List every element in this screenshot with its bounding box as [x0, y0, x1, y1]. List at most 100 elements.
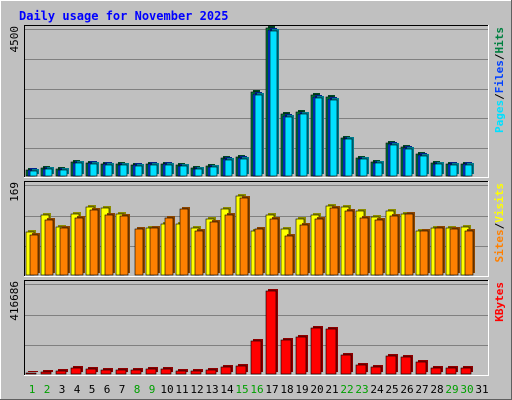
bar-kbytes-day-14 [220, 366, 232, 375]
bar-pages-day-14 [224, 159, 233, 177]
bar-sites-day-15 [239, 197, 249, 276]
bar-pages-day-15 [239, 158, 248, 177]
bar-sites-day-28 [434, 227, 444, 276]
day-axis: 1 2 3 4 5 6 7 8 9 10 11 12 13 14 15 16 17 18 19 20 21 22 23 24 2… [29, 383, 489, 396]
bar-pages-day-30 [464, 164, 473, 177]
bar-kbytes-day-1-shadow [28, 371, 38, 372]
bar-kbytes-day-6 [100, 369, 112, 375]
bar-kbytes-day-3 [55, 370, 67, 375]
bar-sites-day-21 [329, 207, 339, 276]
legend-part: Pages [493, 100, 506, 133]
bar-sites-day-22 [344, 210, 354, 276]
bar-sites-day-18 [284, 235, 294, 276]
day-label-14: 14 [220, 383, 234, 396]
bar-pages-day-13 [209, 166, 218, 177]
bar-pages-day-26 [404, 148, 413, 177]
day-label-3: 3 [59, 383, 66, 396]
bar-pages-day-16 [254, 94, 263, 177]
day-label-30: 30 [460, 383, 473, 396]
day-label-29: 29 [445, 383, 458, 396]
bar-kbytes-day-7 [115, 369, 127, 375]
bar-kbytes-day-2-shadow [43, 370, 53, 372]
bar-kbytes-day-4 [70, 367, 82, 375]
bar-sites-day-10 [164, 217, 174, 276]
bar-pages-day-7 [119, 164, 128, 177]
day-label-7: 7 [119, 383, 126, 396]
bar-sites-day-1 [29, 234, 39, 276]
bar-pages-day-25 [389, 144, 398, 177]
day-label-27: 27 [415, 383, 428, 396]
bar-kbytes-day-19 [295, 336, 307, 375]
bar-pages-day-21 [329, 99, 338, 177]
bar-kbytes-day-18 [280, 339, 292, 375]
day-label-10: 10 [160, 383, 173, 396]
bar-kbytes-day-12 [190, 370, 202, 375]
bar-kbytes-day-26 [400, 356, 412, 375]
bar-sites-day-19 [299, 224, 309, 276]
day-label-15: 15 [235, 383, 248, 396]
day-label-2: 2 [44, 383, 51, 396]
legend-part: / [493, 93, 506, 100]
day-label-18: 18 [280, 383, 293, 396]
day-label-23: 23 [355, 383, 368, 396]
bar-kbytes-day-3-shadow [58, 369, 68, 372]
bar-kbytes-day-15 [235, 365, 247, 375]
legend-part: Sites [493, 229, 506, 262]
legend-part: Visits [493, 183, 506, 223]
bar-sites-day-3 [59, 227, 69, 276]
bar-pages-day-12 [194, 168, 203, 177]
panel-legend: Sites/Visits [493, 183, 506, 263]
bar-sites-day-11 [179, 208, 189, 276]
bar-pages-day-18 [284, 116, 293, 177]
bar-pages-day-11 [179, 165, 188, 177]
bar-sites-day-30 [464, 230, 474, 276]
panel-visits-sites: 169 Sites/Visits [8, 181, 506, 277]
bar-sites-day-7 [119, 215, 129, 276]
bar-pages-day-4 [74, 162, 83, 177]
bar-sites-day-6 [104, 214, 114, 276]
bar-kbytes-day-1 [25, 372, 37, 375]
bar-sites-day-5 [89, 209, 99, 276]
bar-pages-day-6 [104, 164, 113, 177]
bar-pages-day-5 [89, 163, 98, 177]
day-label-24: 24 [370, 383, 384, 396]
bar-sites-day-14 [224, 214, 234, 276]
bar-kbytes-day-25 [385, 355, 397, 375]
day-label-16: 16 [250, 383, 263, 396]
legend-part: Hits [493, 27, 506, 54]
panel-legend: Pages/Files/Hits [493, 27, 506, 133]
bar-kbytes-day-24 [370, 366, 382, 375]
day-label-11: 11 [175, 383, 188, 396]
panel-kbytes: 416686 KBytes [8, 280, 506, 376]
bar-sites-day-17 [269, 218, 279, 276]
bar-pages-day-8 [134, 165, 143, 177]
bar-pages-day-17 [269, 30, 278, 177]
legend-part: / [493, 222, 506, 229]
bar-pages-day-19 [299, 113, 308, 177]
day-label-22: 22 [340, 383, 353, 396]
legend-part: / [493, 53, 506, 60]
bar-pages-day-2 [44, 168, 53, 177]
bar-pages-day-29 [449, 164, 458, 177]
bar-kbytes-day-27 [415, 361, 427, 375]
day-label-12: 12 [190, 383, 203, 396]
y-max-label: 416686 [8, 281, 21, 321]
bar-sites-day-4 [74, 217, 84, 276]
day-label-4: 4 [74, 383, 81, 396]
bar-sites-day-2 [44, 219, 54, 276]
y-max-label: 169 [8, 182, 21, 202]
bar-pages-day-27 [419, 155, 428, 177]
day-label-21: 21 [325, 383, 338, 396]
bar-kbytes-day-13 [205, 369, 217, 375]
bar-pages-day-10 [164, 164, 173, 177]
legend-part: Files [493, 60, 506, 93]
bar-kbytes-day-30 [460, 367, 472, 375]
bar-sites-day-13 [209, 221, 219, 276]
bar-kbytes-day-8 [130, 369, 142, 375]
bar-sites-day-20 [314, 218, 324, 276]
day-label-31: 31 [475, 383, 488, 396]
bar-kbytes-day-11 [175, 370, 187, 375]
day-label-13: 13 [205, 383, 218, 396]
bar-pages-day-1 [29, 170, 38, 177]
